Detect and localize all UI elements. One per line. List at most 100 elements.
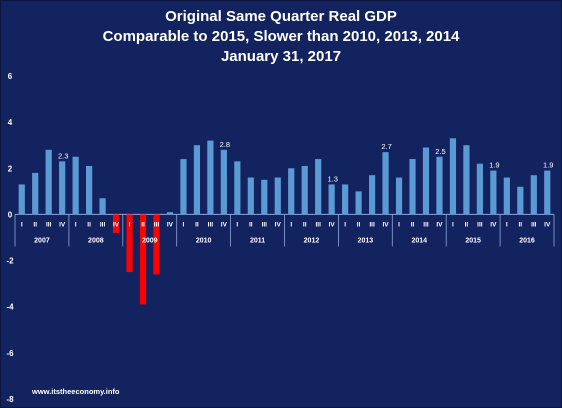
bar-22	[301, 165, 308, 215]
quarter-tick-label: III	[208, 221, 214, 228]
quarter-tick-label: I	[183, 221, 185, 228]
quarter-tick-label: IV	[275, 221, 282, 228]
quarter-tick-label: IV	[59, 221, 66, 228]
bar-19	[261, 179, 268, 215]
bar-23	[315, 159, 322, 215]
data-label: 2.8	[220, 140, 230, 149]
bar-14	[193, 145, 201, 215]
data-label: 1.9	[543, 161, 553, 170]
bar-27	[368, 175, 376, 215]
quarter-tick-label: I	[75, 221, 77, 228]
bar-6	[86, 165, 93, 215]
bar-18	[247, 177, 254, 215]
bar-25	[342, 184, 349, 215]
year-label: 2014	[411, 237, 427, 244]
title-line-2: Comparable to 2015, Slower than 2010, 20…	[102, 28, 460, 45]
quarter-tick-label: III	[100, 221, 106, 228]
quarter-tick-label: III	[369, 221, 375, 228]
y-tick-label: 2	[8, 164, 13, 173]
bar-10	[139, 214, 147, 305]
quarter-tick-label: II	[249, 221, 253, 228]
y-tick-label: -8	[6, 395, 14, 404]
quarter-tick-label: II	[87, 221, 91, 228]
bar-32	[436, 156, 443, 215]
quarter-tick-label: III	[315, 221, 321, 228]
quarter-tick-label: I	[344, 221, 346, 228]
quarter-tick-label: I	[452, 221, 454, 228]
bar-4	[59, 161, 66, 215]
year-label: 2008	[88, 237, 104, 244]
year-label: 2015	[465, 237, 481, 244]
quarter-tick-label: III	[154, 221, 160, 228]
quarter-tick-label: IV	[167, 221, 174, 228]
year-label: 2016	[519, 237, 535, 244]
bar-33	[449, 138, 457, 215]
bar-1	[18, 184, 25, 215]
source-label: www.itstheeconomy.info	[32, 387, 120, 396]
chart-title: Original Same Quarter Real GDP Comparabl…	[1, 7, 561, 67]
bar-20	[274, 177, 281, 215]
year-label: 2009	[142, 237, 158, 244]
bar-29	[395, 177, 403, 215]
quarter-tick-label: I	[21, 221, 23, 228]
year-label: 2013	[358, 237, 374, 244]
data-label: 1.3	[327, 174, 337, 183]
y-tick-label: 6	[8, 72, 13, 81]
quarter-tick-label: III	[262, 221, 268, 228]
title-line-3: January 31, 2017	[220, 48, 342, 65]
quarter-tick-label: I	[506, 221, 508, 228]
quarter-tick-label: II	[357, 221, 361, 228]
bar-17	[234, 161, 241, 215]
bar-15	[207, 140, 214, 215]
quarter-tick-label: II	[195, 221, 199, 228]
quarter-tick-label: III	[477, 221, 483, 228]
quarter-tick-label: IV	[329, 221, 336, 228]
quarter-tick-label: IV	[221, 221, 228, 228]
quarter-tick-label: IV	[436, 221, 443, 228]
bar-12	[166, 212, 174, 215]
y-tick-label: -6	[6, 349, 14, 358]
data-label: 1.9	[489, 161, 499, 170]
quarter-tick-label: II	[465, 221, 469, 228]
bar-3	[45, 149, 52, 215]
bar-35	[476, 163, 483, 215]
quarter-tick-label: IV	[490, 221, 497, 228]
bar-8	[112, 214, 120, 233]
bar-5	[72, 156, 79, 215]
quarter-tick-label: IV	[382, 221, 389, 228]
y-tick-label: 0	[8, 210, 13, 219]
bar-38	[517, 186, 524, 215]
quarter-tick-label: IV	[113, 221, 120, 228]
quarter-tick-label: II	[33, 221, 37, 228]
bar-39	[530, 175, 537, 215]
data-label: 2.7	[381, 142, 391, 151]
title-line-1: Original Same Quarter Real GDP	[165, 8, 397, 25]
quarter-tick-label: III	[46, 221, 52, 228]
bar-31	[422, 147, 430, 215]
bar-28	[382, 152, 389, 215]
bar-11	[153, 214, 160, 275]
quarter-tick-label: II	[141, 221, 145, 228]
bar-30	[409, 159, 416, 215]
bar-34	[463, 145, 470, 215]
quarter-tick-label: II	[519, 221, 523, 228]
year-label: 2011	[250, 237, 265, 244]
bar-13	[180, 159, 187, 215]
bar-24	[328, 184, 335, 215]
bar-7	[99, 198, 106, 215]
year-label: 2012	[304, 237, 320, 244]
quarter-tick-label: II	[411, 221, 415, 228]
year-label: 2010	[196, 237, 212, 244]
quarter-tick-label: III	[531, 221, 537, 228]
bar-36	[490, 170, 497, 215]
quarter-tick-label: III	[423, 221, 429, 228]
quarter-tick-label: I	[236, 221, 238, 228]
bar-37	[503, 177, 510, 215]
y-tick-label: 4	[8, 118, 13, 127]
bar-26	[355, 191, 362, 215]
bar-9	[126, 214, 133, 273]
quarter-tick-label: I	[129, 221, 131, 228]
quarter-tick-label: I	[398, 221, 400, 228]
